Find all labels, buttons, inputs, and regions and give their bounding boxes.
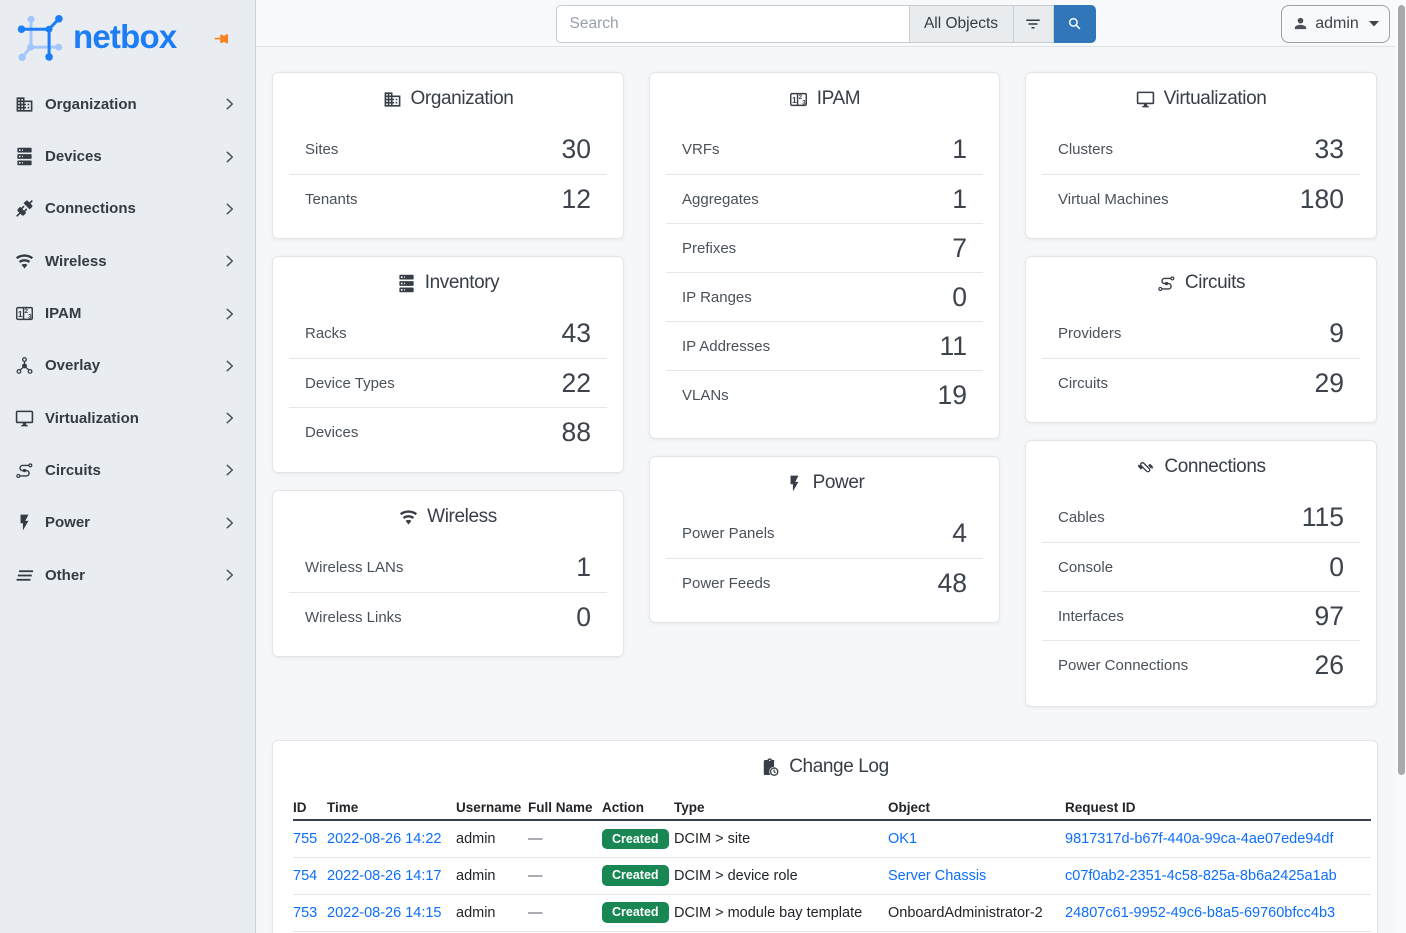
svg-text:1: 1 (18, 309, 23, 319)
svg-text:3: 3 (28, 314, 32, 321)
svg-text:2: 2 (798, 94, 802, 101)
svg-text:3: 3 (802, 99, 806, 106)
svg-text:1: 1 (792, 94, 797, 104)
svg-text:2: 2 (24, 308, 28, 315)
